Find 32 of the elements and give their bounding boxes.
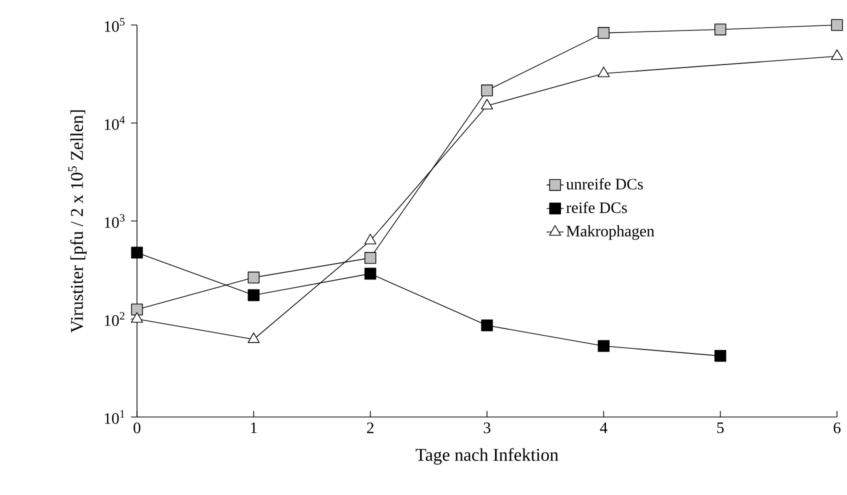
point <box>714 24 726 36</box>
point <box>131 304 143 316</box>
point <box>598 27 610 39</box>
x-tick-label: 1 <box>251 422 257 434</box>
y-tick-label: 10$^{4}$ <box>104 116 125 130</box>
x-tick-label: 3 <box>484 422 490 434</box>
x-tick-label: 6 <box>834 422 841 434</box>
legend-label: reife DCs <box>566 202 627 214</box>
point <box>131 246 143 259</box>
y-axis-title: Virustiter [pfu / 2 x 10$^{5}$ Zellen] <box>68 110 87 333</box>
x-tick-label: 4 <box>600 422 608 433</box>
point <box>130 312 144 323</box>
point <box>481 320 493 332</box>
point <box>364 252 376 264</box>
point <box>364 268 376 280</box>
y-tick-label: 10$^{2}$ <box>104 312 124 326</box>
x-tick-label: 5 <box>717 422 724 434</box>
point <box>714 350 726 362</box>
point <box>248 272 260 284</box>
x-tick-label: 0 <box>134 422 140 434</box>
point <box>598 66 610 78</box>
point <box>598 340 610 352</box>
x-axis-title: Tage nach Infektion <box>416 448 558 465</box>
legend-label: unreife DCs <box>566 178 643 190</box>
legend-label: Makrophagen <box>566 225 654 240</box>
y-tick-label: 10$^{3}$ <box>104 214 125 228</box>
x-tick-label: 2 <box>367 422 374 434</box>
point <box>481 84 493 96</box>
point <box>831 19 843 31</box>
y-tick-label: 10$^{5}$ <box>104 18 125 32</box>
y-tick-label: 10$^{1}$ <box>104 410 124 424</box>
point <box>248 289 260 302</box>
